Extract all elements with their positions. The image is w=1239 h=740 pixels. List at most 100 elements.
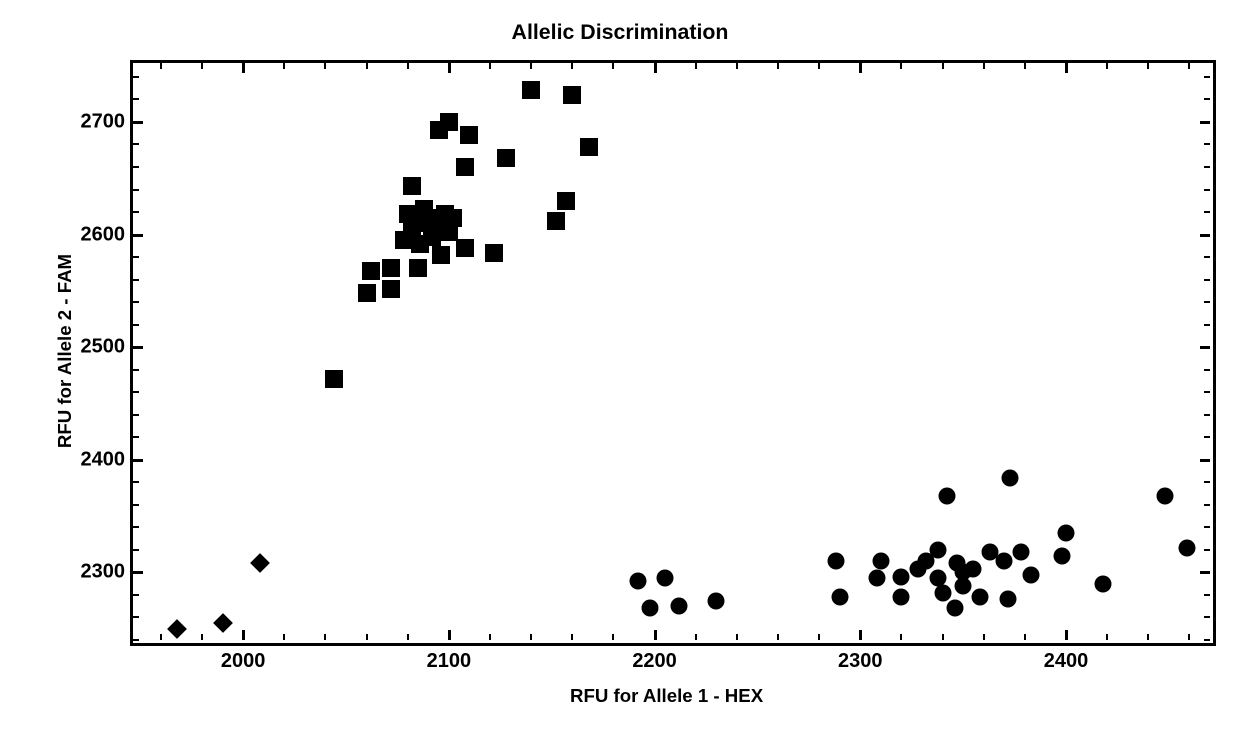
data-point-allele2-cluster [522,81,540,99]
data-point-allele2-cluster [580,138,598,156]
x-tick-minor-top [983,63,985,69]
y-tick-minor [133,256,139,258]
x-tick-minor-top [571,63,573,69]
x-tick-minor [324,634,326,640]
y-tick-minor [133,369,139,371]
y-tick-minor-right [1204,143,1210,145]
x-tick-major-top [242,63,245,73]
data-point-allele1-cluster [1002,469,1019,486]
x-tick-minor [1147,634,1149,640]
y-tick-minor-right [1204,166,1210,168]
x-tick-minor [160,634,162,640]
y-tick-minor-right [1204,436,1210,438]
data-point-allele1-cluster [971,589,988,606]
x-tick-minor [612,634,614,640]
data-point-allele1-cluster [708,592,725,609]
x-tick-major [448,630,451,640]
x-tick-label: 2100 [427,650,472,673]
y-tick-minor [133,594,139,596]
data-point-allele2-cluster [547,212,565,230]
data-point-allele2-cluster [456,239,474,257]
y-tick-major-right [1200,121,1210,124]
data-point-allele1-cluster [630,573,647,590]
y-tick-minor-right [1204,616,1210,618]
x-tick-minor-top [942,63,944,69]
data-point-allele2-cluster [557,192,575,210]
y-tick-minor [133,504,139,506]
x-tick-minor-top [818,63,820,69]
x-tick-minor-top [201,63,203,69]
x-tick-minor-top [324,63,326,69]
chart-container: Allelic Discrimination RFU for Allele 2 … [20,20,1220,720]
x-tick-minor-top [530,63,532,69]
x-tick-minor-top [160,63,162,69]
y-tick-major [133,121,143,124]
x-tick-minor [900,634,902,640]
x-tick-minor [571,634,573,640]
x-tick-minor [283,634,285,640]
x-tick-minor [942,634,944,640]
data-point-allele2-cluster [358,284,376,302]
data-point-allele1-cluster [1058,525,1075,542]
data-point-allele2-cluster [440,113,458,131]
y-tick-minor [133,324,139,326]
x-tick-minor-top [366,63,368,69]
y-tick-minor-right [1204,481,1210,483]
y-tick-minor [133,391,139,393]
y-tick-label: 2600 [70,223,125,246]
data-point-allele1-cluster [1095,575,1112,592]
y-tick-label: 2700 [70,110,125,133]
data-point-allele2-cluster [432,246,450,264]
data-point-allele2-cluster [563,86,581,104]
y-tick-minor-right [1204,324,1210,326]
y-tick-minor-right [1204,369,1210,371]
x-tick-label: 2300 [838,650,883,673]
chart-title: Allelic Discrimination [512,20,729,45]
data-point-allele1-cluster [930,541,947,558]
x-tick-minor-top [1024,63,1026,69]
x-tick-minor [1188,634,1190,640]
data-point-allele1-cluster [946,600,963,617]
data-point-allele2-cluster [399,205,417,223]
data-point-allele1-cluster [1012,544,1029,561]
y-tick-minor-right [1204,549,1210,551]
x-tick-minor-top [777,63,779,69]
y-tick-major [133,459,143,462]
x-tick-minor-top [900,63,902,69]
y-tick-minor [133,76,139,78]
data-point-allele1-cluster [1053,547,1070,564]
x-tick-minor [777,634,779,640]
x-tick-major [242,630,245,640]
x-tick-minor [407,634,409,640]
y-tick-minor-right [1204,594,1210,596]
x-tick-minor-top [612,63,614,69]
data-point-allele1-cluster [1179,539,1196,556]
data-point-allele2-cluster [497,149,515,167]
x-tick-major [859,630,862,640]
y-tick-minor-right [1204,98,1210,100]
data-point-allele2-cluster [382,280,400,298]
x-tick-minor [366,634,368,640]
x-tick-minor-top [695,63,697,69]
y-tick-major-right [1200,346,1210,349]
data-point-allele2-cluster [362,262,380,280]
x-tick-label: 2200 [632,650,677,673]
data-point-allele1-cluster [827,553,844,570]
y-tick-minor [133,436,139,438]
data-point-allele1-cluster [872,553,889,570]
y-tick-minor [133,639,139,641]
y-tick-minor-right [1204,189,1210,191]
y-tick-minor-right [1204,279,1210,281]
y-tick-minor [133,616,139,618]
x-tick-minor-top [407,63,409,69]
y-tick-minor-right [1204,76,1210,78]
y-tick-minor-right [1204,639,1210,641]
x-tick-major [654,630,657,640]
y-tick-major [133,346,143,349]
y-tick-minor [133,526,139,528]
x-tick-minor [736,634,738,640]
y-tick-minor-right [1204,391,1210,393]
data-point-allele1-cluster [893,589,910,606]
y-tick-major-right [1200,571,1210,574]
y-tick-minor [133,481,139,483]
